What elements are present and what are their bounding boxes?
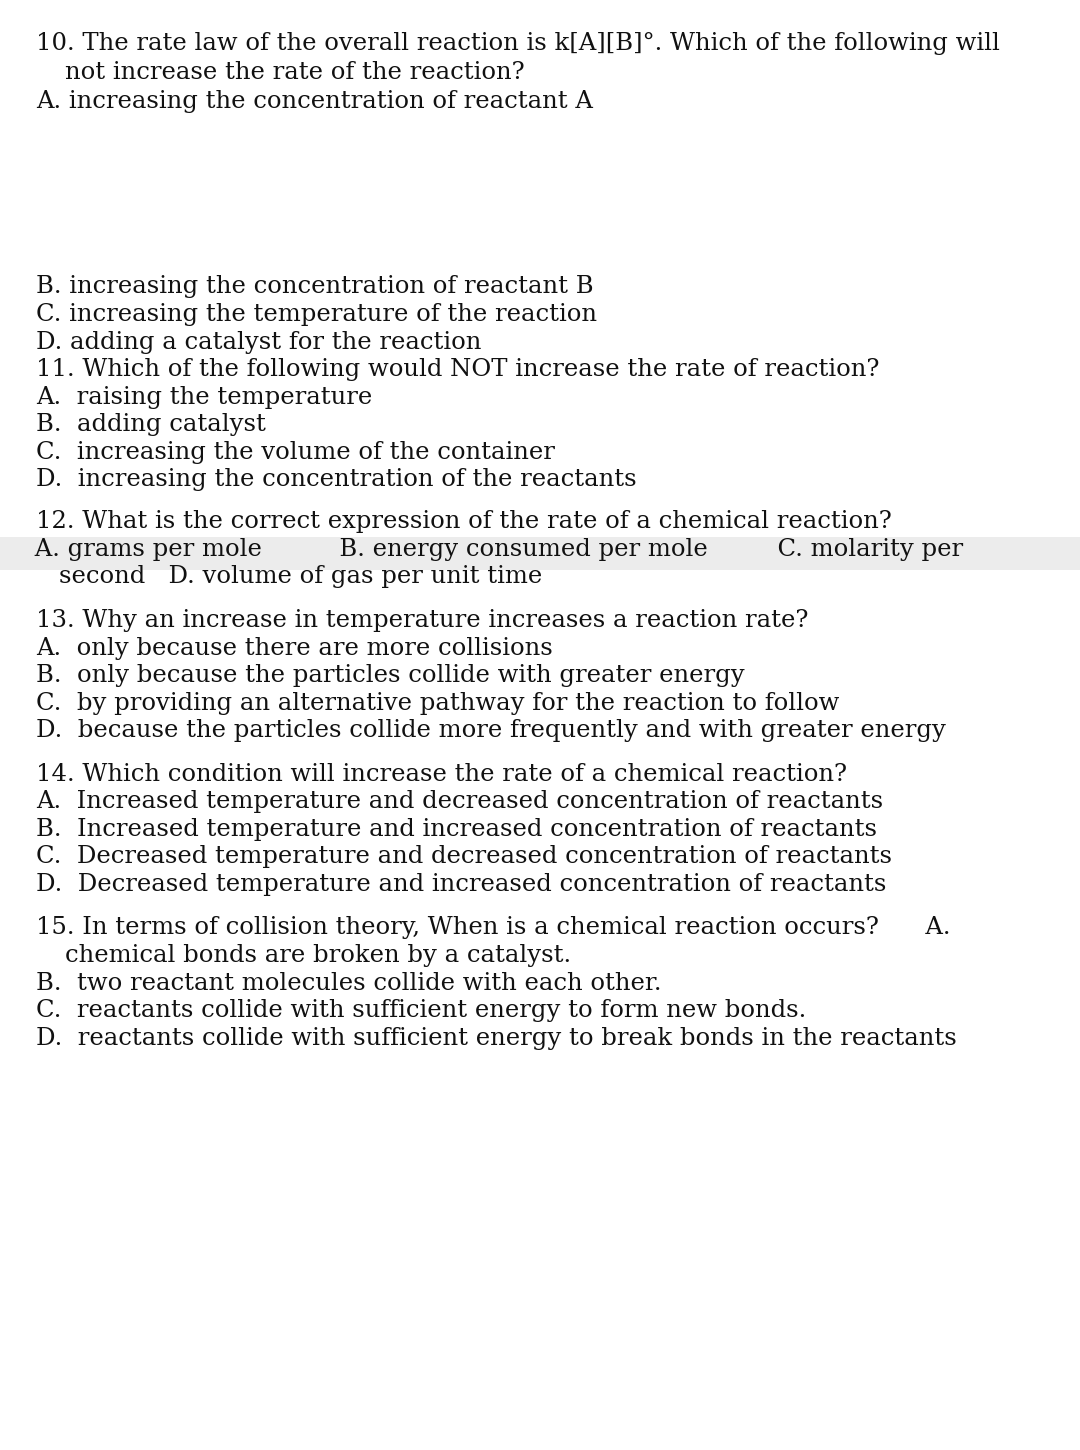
Text: A. grams per mole          B. energy consumed per mole         C. molarity per: A. grams per mole B. energy consumed per…: [27, 538, 963, 561]
Bar: [0, 536, 1080, 570]
Text: B. increasing the concentration of reactant B: B. increasing the concentration of react…: [36, 276, 593, 299]
Text: 11. Which of the following would NOT increase the rate of reaction?: 11. Which of the following would NOT inc…: [36, 358, 879, 381]
Text: C.  Decreased temperature and decreased concentration of reactants: C. Decreased temperature and decreased c…: [36, 845, 892, 869]
Text: 13. Why an increase in temperature increases a reaction rate?: 13. Why an increase in temperature incre…: [36, 609, 808, 632]
Text: A. increasing the concentration of reactant A: A. increasing the concentration of react…: [36, 90, 593, 113]
Text: C.  increasing the volume of the container: C. increasing the volume of the containe…: [36, 441, 554, 464]
Text: B.  Increased temperature and increased concentration of reactants: B. Increased temperature and increased c…: [36, 818, 877, 841]
Text: C.  by providing an alternative pathway for the reaction to follow: C. by providing an alternative pathway f…: [36, 692, 839, 715]
Text: B.  adding catalyst: B. adding catalyst: [36, 413, 266, 436]
Text: 12. What is the correct expression of the rate of a chemical reaction?: 12. What is the correct expression of th…: [36, 510, 891, 534]
Text: D.  reactants collide with sufficient energy to break bonds in the reactants: D. reactants collide with sufficient ene…: [36, 1027, 957, 1050]
Text: 10. The rate law of the overall reaction is k[A][B]°. Which of the following wil: 10. The rate law of the overall reaction…: [36, 32, 999, 55]
Text: D.  Decreased temperature and increased concentration of reactants: D. Decreased temperature and increased c…: [36, 873, 886, 896]
Text: B.  two reactant molecules collide with each other.: B. two reactant molecules collide with e…: [36, 972, 661, 995]
Text: D. adding a catalyst for the reaction: D. adding a catalyst for the reaction: [36, 331, 481, 354]
Text: D.  because the particles collide more frequently and with greater energy: D. because the particles collide more fr…: [36, 719, 945, 742]
Text: chemical bonds are broken by a catalyst.: chemical bonds are broken by a catalyst.: [65, 944, 571, 967]
Text: B.  only because the particles collide with greater energy: B. only because the particles collide wi…: [36, 664, 744, 687]
Text: 15. In terms of collision theory, When is a chemical reaction occurs?      A.: 15. In terms of collision theory, When i…: [36, 916, 950, 940]
Text: 14. Which condition will increase the rate of a chemical reaction?: 14. Which condition will increase the ra…: [36, 763, 847, 786]
Text: second   D. volume of gas per unit time: second D. volume of gas per unit time: [59, 566, 542, 589]
Text: not increase the rate of the reaction?: not increase the rate of the reaction?: [65, 61, 525, 84]
Text: C.  reactants collide with sufficient energy to form new bonds.: C. reactants collide with sufficient ene…: [36, 999, 806, 1022]
Text: D.  increasing the concentration of the reactants: D. increasing the concentration of the r…: [36, 468, 636, 492]
Text: A.  Increased temperature and decreased concentration of reactants: A. Increased temperature and decreased c…: [36, 790, 882, 813]
Text: A.  raising the temperature: A. raising the temperature: [36, 386, 372, 409]
Text: C. increasing the temperature of the reaction: C. increasing the temperature of the rea…: [36, 303, 596, 326]
Text: A.  only because there are more collisions: A. only because there are more collision…: [36, 637, 552, 660]
